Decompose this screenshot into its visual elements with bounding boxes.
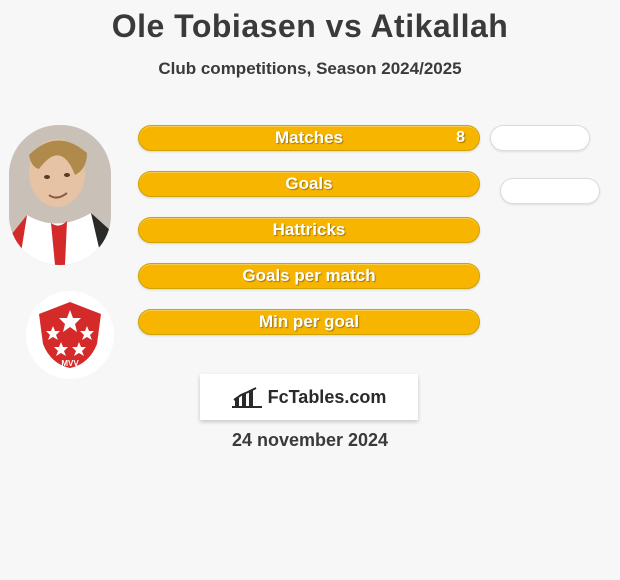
brand-text: FcTables.com: [268, 387, 387, 408]
club-badge: MVV: [26, 291, 114, 379]
stat-row-gpm: Goals per match: [138, 263, 480, 289]
subtitle: Club competitions, Season 2024/2025: [0, 59, 620, 79]
bar-left-goals: Goals: [138, 171, 480, 197]
stat-row-goals: Goals: [138, 171, 480, 197]
bar-left-hattricks: Hattricks: [138, 217, 480, 243]
bar-left-matches: Matches 8: [138, 125, 480, 151]
club-badge-svg: MVV: [35, 300, 105, 370]
stat-label: Matches: [275, 128, 343, 148]
brand-box: FcTables.com: [200, 374, 418, 420]
date-text: 24 november 2024: [0, 430, 620, 451]
bar-left-gpm: Goals per match: [138, 263, 480, 289]
stat-row-hattricks: Hattricks: [138, 217, 480, 243]
stat-label: Hattricks: [273, 220, 346, 240]
bar-right-matches: [490, 125, 590, 151]
bar-left-mpg: Min per goal: [138, 309, 480, 335]
stat-label: Goals per match: [242, 266, 375, 286]
player-photo: [9, 125, 111, 265]
stat-row-mpg: Min per goal: [138, 309, 480, 335]
player-photo-svg: [9, 125, 111, 265]
stat-label: Min per goal: [259, 312, 359, 332]
club-badge-text: MVV: [61, 359, 79, 368]
stat-row-matches: Matches 8: [138, 125, 480, 151]
brand-chart-icon: [232, 386, 262, 408]
stat-left-value: 8: [456, 129, 465, 147]
stat-label: Goals: [285, 174, 332, 194]
bar-right-goals: [500, 178, 600, 204]
page-title: Ole Tobiasen vs Atikallah: [0, 0, 620, 45]
